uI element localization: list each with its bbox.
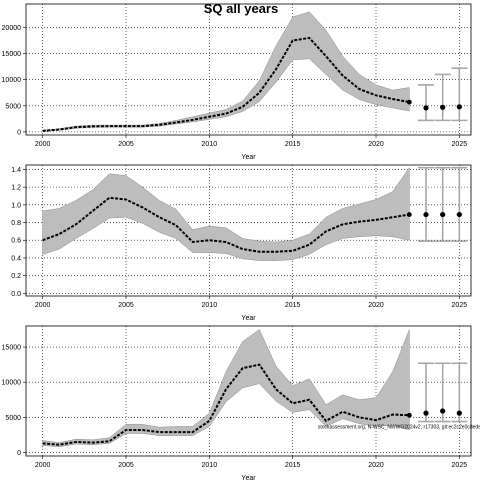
forecast-point [423, 410, 429, 416]
x-tick-label: 2020 [368, 141, 384, 148]
x-tick-label: 2000 [35, 462, 51, 469]
y-tick-label: 0 [17, 129, 21, 136]
x-tick-label: 2005 [118, 141, 134, 148]
y-tick-label: 5000 [5, 415, 21, 422]
y-tick-label: 0.0 [11, 291, 21, 298]
x-tick-label: 2000 [35, 302, 51, 309]
forecast-point [440, 408, 446, 414]
figure-title: SQ all years [204, 1, 278, 16]
forecast-point [456, 410, 462, 416]
last-estimate-point [406, 412, 412, 418]
x-axis-label: Year [241, 315, 256, 322]
x-tick-label: 2020 [368, 302, 384, 309]
plot-frame [25, 164, 472, 297]
forecast-point [456, 104, 462, 110]
footnote: stockassessment.org, N-WSC_NWWG2024v2, r… [318, 425, 480, 431]
y-tick-label: 0 [17, 450, 21, 457]
y-tick-label: 0.4 [11, 255, 21, 262]
x-tick-label: 2025 [452, 302, 468, 309]
last-estimate-point [406, 99, 412, 105]
forecast-point [440, 104, 446, 110]
plot-frame [25, 3, 472, 136]
x-tick-label: 2010 [202, 302, 218, 309]
estimate-line [42, 196, 410, 253]
x-tick-label: 2015 [285, 302, 301, 309]
x-tick-label: 2015 [285, 141, 301, 148]
x-tick-label: 2010 [202, 462, 218, 469]
x-tick-label: 2005 [118, 302, 134, 309]
x-tick-label: 2015 [285, 462, 301, 469]
x-tick-label: 2005 [118, 462, 134, 469]
plot-frame [25, 325, 472, 457]
x-tick-label: 2025 [452, 462, 468, 469]
forecast-point [423, 211, 429, 218]
estimate-line [42, 36, 410, 132]
x-tick-label: 2020 [368, 462, 384, 469]
confidence-band [42, 329, 410, 448]
y-tick-label: 20000 [2, 25, 22, 32]
chart-panels: 2000 2005 2010 2015 2020 20250500010000150002… [2, 3, 480, 480]
confidence-band [42, 166, 410, 261]
x-tick-label: 2000 [35, 141, 51, 148]
y-tick-label: 0.2 [11, 273, 21, 280]
y-tick-label: 5000 [5, 103, 21, 110]
x-tick-label: 2025 [452, 141, 468, 148]
chart-panel-ssb: 2000 2005 2010 2015 2020 2025 0 5000 10000 15000 Y… [2, 325, 480, 480]
chart-panel-recruitment: 2000 2005 2010 2015 2020 2025 0 5000 10000 15000 2… [2, 3, 472, 161]
chart-panel-fishing-mortality: 2000 2005 2010 2015 2020 2025 0.0 0.2 0.4 0.6 0.8 1… [11, 164, 472, 322]
y-tick-label: 15000 [2, 51, 22, 58]
y-tick-label: 0.6 [11, 238, 21, 245]
estimate-line [42, 363, 410, 446]
y-tick-label: 1.0 [11, 202, 21, 209]
x-axis-label: Year [241, 475, 256, 480]
x-axis-label: Year [241, 154, 256, 161]
confidence-band [42, 11, 410, 132]
x-tick-label: 2010 [202, 141, 218, 148]
forecast-point [440, 211, 446, 218]
y-tick-label: 15000 [2, 345, 22, 352]
y-tick-label: 10000 [2, 380, 22, 387]
y-tick-label: 0.8 [11, 220, 21, 227]
y-tick-label: 1.2 [11, 185, 21, 192]
forecast-point [423, 105, 429, 111]
last-estimate-point [406, 212, 412, 217]
forecast-point [456, 211, 462, 218]
y-tick-label: 1.4 [11, 167, 21, 174]
y-tick-label: 10000 [2, 77, 22, 84]
